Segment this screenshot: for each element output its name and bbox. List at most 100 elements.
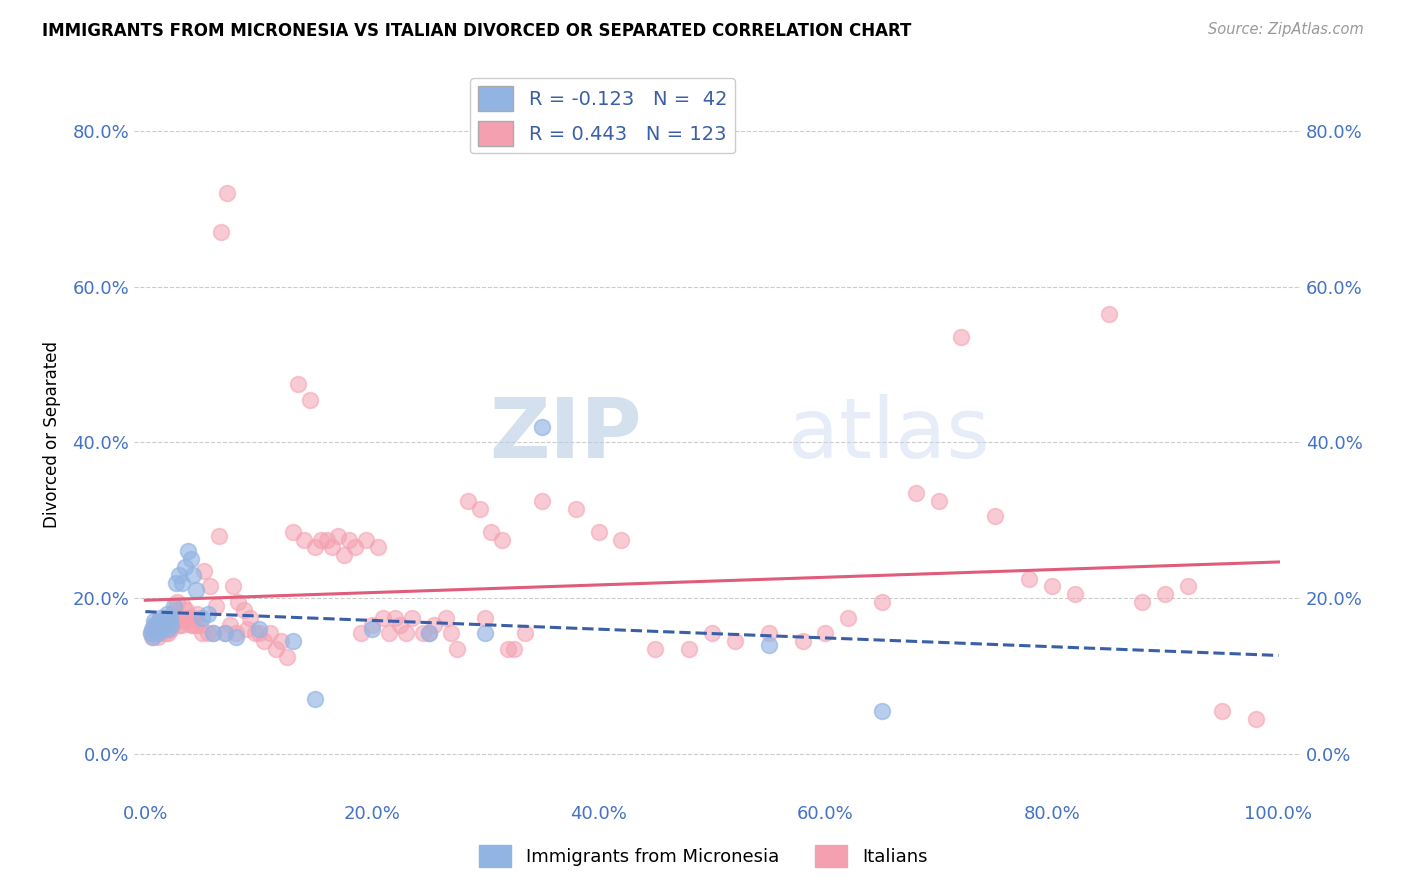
Point [197,607,219,621]
Point [162,599,184,613]
Point [152,615,174,629]
Point [153,626,176,640]
Point [513,626,536,640]
Point [186,607,208,621]
Point [186,583,208,598]
Point [496,641,519,656]
Point [440,626,463,640]
Point [418,626,440,640]
Point [191,626,214,640]
Point [193,564,215,578]
Point [412,626,434,640]
Point [152,618,174,632]
Point [198,579,221,593]
Point [160,622,183,636]
Point [159,610,181,624]
Point [150,622,173,636]
Point [1040,579,1063,593]
Point [160,618,183,632]
Point [315,533,337,547]
Point [142,630,165,644]
Point [232,603,254,617]
Point [588,524,610,539]
Point [145,622,167,636]
Y-axis label: Divorced or Separated: Divorced or Separated [44,341,60,528]
Point [356,533,378,547]
Point [148,618,170,632]
Point [202,626,225,640]
Point [247,626,270,640]
Point [373,610,395,624]
Point [145,622,167,636]
Point [169,618,191,632]
Point [146,626,169,640]
Point [166,595,188,609]
Point [186,618,208,632]
Point [446,641,468,656]
Legend: Immigrants from Micronesia, Italians: Immigrants from Micronesia, Italians [471,838,935,874]
Point [1097,307,1119,321]
Point [180,618,202,632]
Point [758,638,780,652]
Point [170,575,193,590]
Point [378,626,401,640]
Point [139,626,162,640]
Point [298,392,321,407]
Point [502,641,524,656]
Point [209,225,232,239]
Point [141,622,163,636]
Point [153,618,176,632]
Point [146,630,169,644]
Point [149,610,172,624]
Point [155,615,177,629]
Point [479,524,502,539]
Point [401,610,423,624]
Point [163,603,186,617]
Point [474,610,496,624]
Point [423,618,446,632]
Point [179,610,201,624]
Point [270,634,292,648]
Point [837,610,859,624]
Point [208,529,231,543]
Point [197,626,219,640]
Point [565,501,588,516]
Point [950,330,973,344]
Point [174,560,197,574]
Point [155,610,177,624]
Point [174,615,197,629]
Point [226,595,249,609]
Point [156,622,179,636]
Point [156,626,179,640]
Point [214,626,236,640]
Point [238,610,260,624]
Point [758,626,780,640]
Point [202,626,225,640]
Point [1018,572,1040,586]
Point [367,541,389,555]
Point [792,634,814,648]
Point [1177,579,1199,593]
Point [309,533,332,547]
Point [814,626,837,640]
Point [142,622,165,636]
Point [395,626,418,640]
Point [321,541,343,555]
Point [236,622,259,636]
Point [326,529,349,543]
Point [264,641,287,656]
Point [1211,704,1233,718]
Point [245,626,267,640]
Point [287,376,309,391]
Point [225,626,247,640]
Point [389,618,412,632]
Point [1132,595,1154,609]
Point [180,552,202,566]
Point [183,610,205,624]
Point [174,603,197,617]
Point [361,622,384,636]
Point [188,618,211,632]
Point [434,610,457,624]
Point [361,618,384,632]
Point [292,533,315,547]
